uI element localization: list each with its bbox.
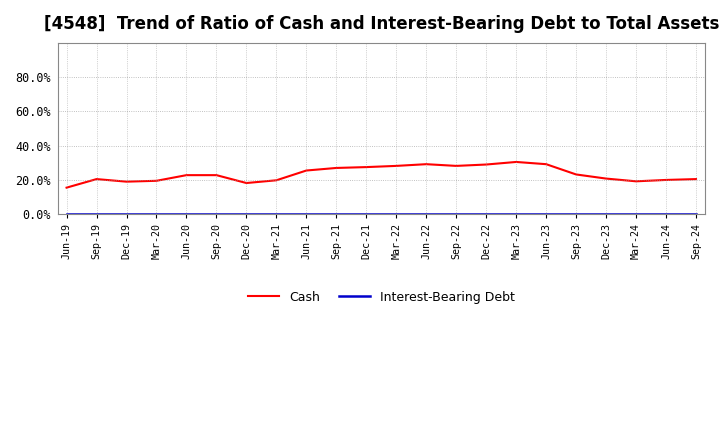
Interest-Bearing Debt (62, 211, 71, 216)
Cash (182, 172, 191, 178)
Interest-Bearing Debt (572, 211, 580, 216)
Interest-Bearing Debt (512, 211, 521, 216)
Interest-Bearing Debt (602, 211, 611, 216)
Interest-Bearing Debt (332, 211, 341, 216)
Interest-Bearing Debt (482, 211, 490, 216)
Interest-Bearing Debt (542, 211, 551, 216)
Cash (272, 178, 281, 183)
Interest-Bearing Debt (362, 211, 371, 216)
Cash (422, 161, 431, 167)
Interest-Bearing Debt (422, 211, 431, 216)
Cash (602, 176, 611, 181)
Interest-Bearing Debt (272, 211, 281, 216)
Cash (662, 177, 670, 183)
Legend: Cash, Interest-Bearing Debt: Cash, Interest-Bearing Debt (243, 286, 520, 308)
Cash (362, 165, 371, 170)
Cash (92, 176, 101, 182)
Interest-Bearing Debt (242, 211, 251, 216)
Cash (452, 163, 461, 169)
Cash (572, 172, 580, 177)
Title: [4548]  Trend of Ratio of Cash and Interest-Bearing Debt to Total Assets: [4548] Trend of Ratio of Cash and Intere… (44, 15, 719, 33)
Interest-Bearing Debt (302, 211, 310, 216)
Cash (242, 180, 251, 186)
Cash (512, 159, 521, 165)
Cash (482, 162, 490, 167)
Interest-Bearing Debt (392, 211, 400, 216)
Cash (392, 163, 400, 169)
Cash (692, 176, 701, 182)
Cash (302, 168, 310, 173)
Interest-Bearing Debt (152, 211, 161, 216)
Cash (212, 172, 221, 178)
Interest-Bearing Debt (212, 211, 221, 216)
Cash (152, 178, 161, 183)
Interest-Bearing Debt (122, 211, 131, 216)
Interest-Bearing Debt (92, 211, 101, 216)
Cash (542, 161, 551, 167)
Interest-Bearing Debt (452, 211, 461, 216)
Cash (332, 165, 341, 171)
Interest-Bearing Debt (631, 211, 640, 216)
Line: Cash: Cash (66, 162, 696, 187)
Cash (122, 179, 131, 184)
Cash (62, 185, 71, 190)
Interest-Bearing Debt (182, 211, 191, 216)
Cash (631, 179, 640, 184)
Interest-Bearing Debt (692, 211, 701, 216)
Interest-Bearing Debt (662, 211, 670, 216)
